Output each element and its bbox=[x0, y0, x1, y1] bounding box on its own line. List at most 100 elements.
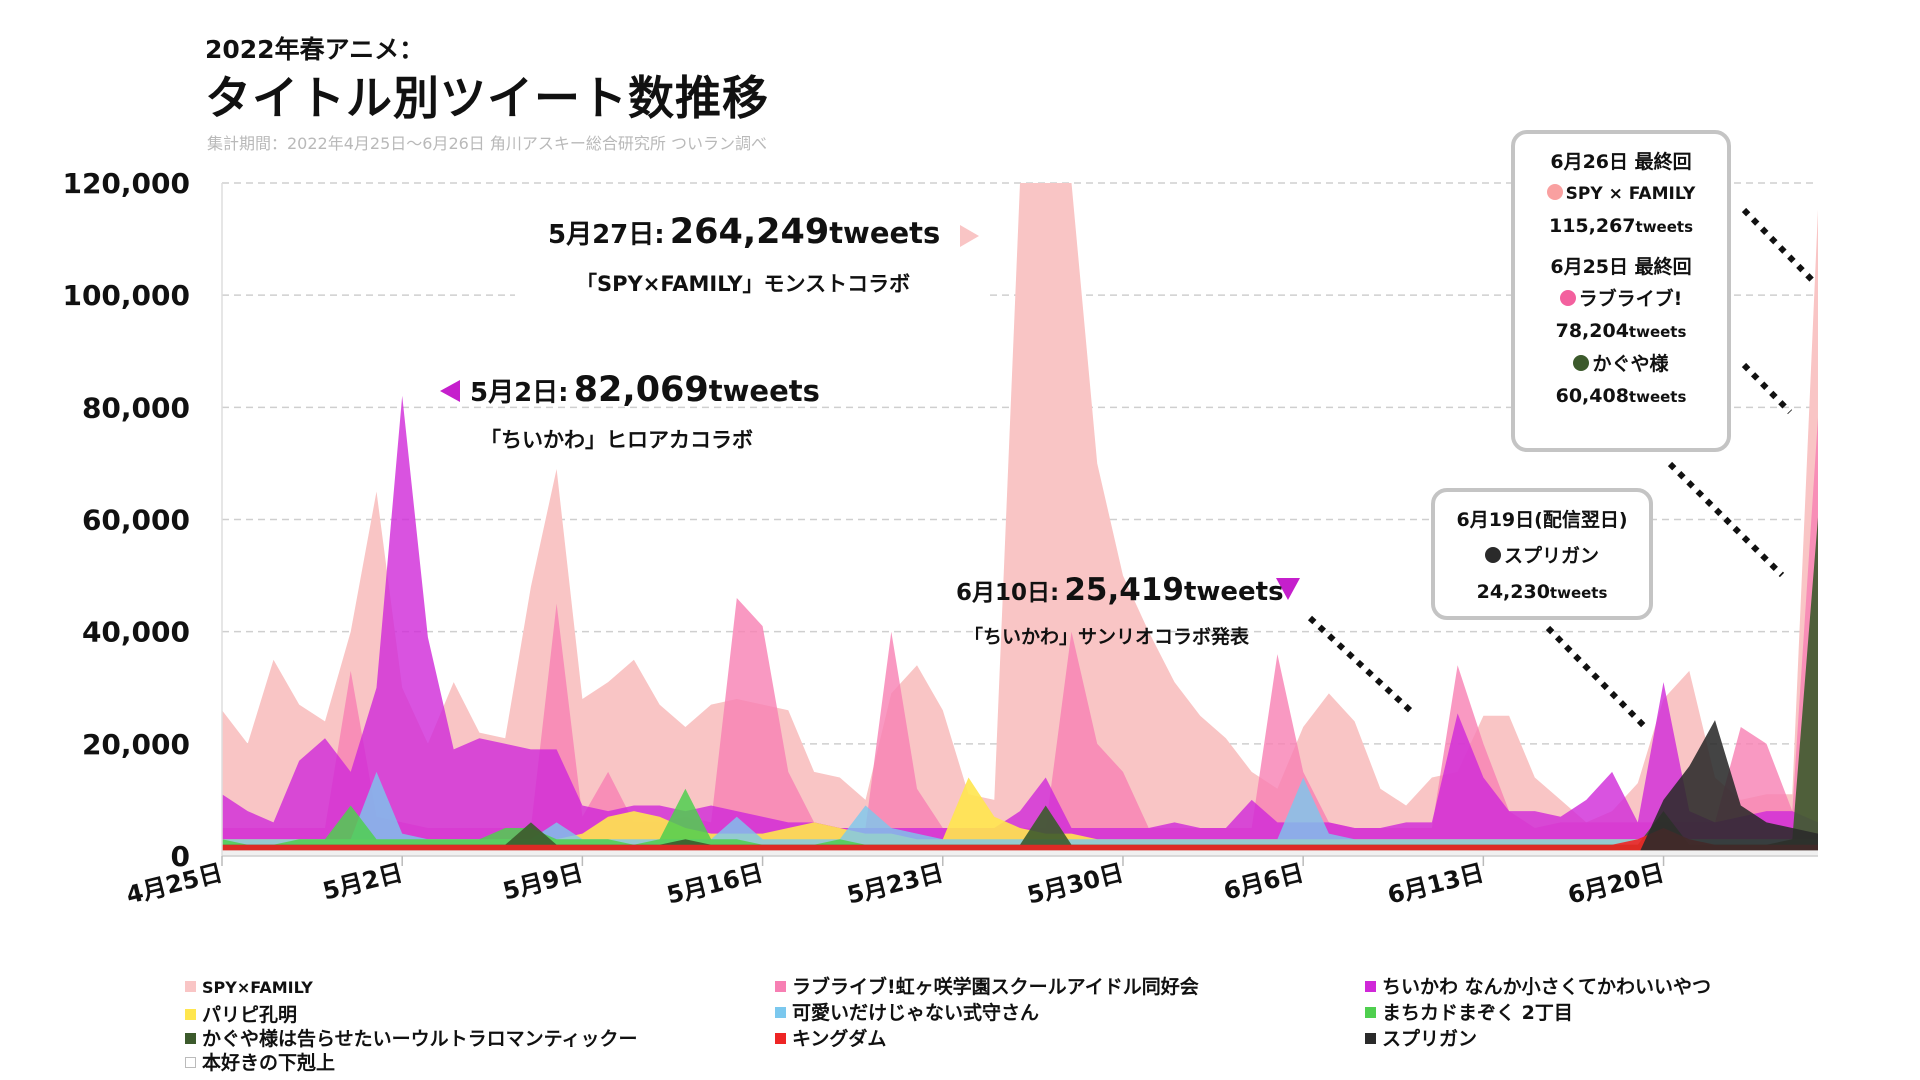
box-unit: tweets bbox=[1628, 388, 1687, 406]
spy-peak-arrow-icon bbox=[960, 225, 979, 247]
kaguya-dot-icon bbox=[1573, 355, 1590, 371]
chart-title: タイトル別ツイート数推移 bbox=[205, 71, 769, 125]
legend-swatch bbox=[185, 1057, 196, 1068]
spriggan-dot-icon bbox=[1484, 547, 1501, 563]
annotation-chiikawa-jun10: 6月10日: 25,419tweets bbox=[956, 572, 1284, 608]
legend-item-lovelive: ラブライブ!虹ヶ咲学園スクールアイドル同好会 bbox=[775, 972, 1199, 999]
leader-line-5 bbox=[1667, 461, 1785, 578]
chiikawa-jun10-arrow-icon bbox=[1276, 578, 1300, 600]
annotation-date: 6月10日: bbox=[956, 580, 1060, 606]
x-tick-label: 5月2日 bbox=[320, 859, 406, 906]
annotation-unit: tweets bbox=[1183, 577, 1284, 607]
spriggan-box: 6月19日(配信翌日) スプリガン 24,230tweets bbox=[1431, 488, 1653, 620]
box-number: 24,230 bbox=[1476, 581, 1550, 603]
annotation-date: 5月27日: bbox=[548, 220, 665, 250]
final-episode-box: 6月26日 最終回 SPY × FAMILY 115,267tweets 6月2… bbox=[1511, 130, 1731, 452]
y-tick-label: 100,000 bbox=[62, 279, 190, 312]
legend-item-machikado: まちカドまぞく 2丁目 bbox=[1365, 998, 1573, 1025]
legend-label: ちいかわ なんか小さくてかわいいやつ bbox=[1382, 976, 1712, 998]
chart-subtitle: 集計期間：2022年4月25日～6月26日 角川アスキー総合研究所 ついラン調べ bbox=[207, 134, 767, 153]
box-series-name: ラブライブ! bbox=[1578, 288, 1683, 310]
annotation-unit: tweets bbox=[829, 216, 941, 250]
series-area-spriggan bbox=[222, 720, 1818, 856]
series-area-spy bbox=[222, 183, 1818, 856]
box-heading: 6月19日(配信翌日) bbox=[1456, 509, 1628, 531]
legend-label: まちカドまぞく 2丁目 bbox=[1382, 1002, 1573, 1024]
x-tick-label: 5月30日 bbox=[1024, 859, 1126, 910]
legend-label: SPY×FAMILY bbox=[202, 978, 313, 997]
annotation-chiikawa-jun10-desc: 「ちいかわ」サンリオコラボ発表 bbox=[964, 626, 1250, 648]
box-heading: 6月26日 最終回 bbox=[1550, 151, 1692, 173]
box-number: 60,408 bbox=[1555, 385, 1629, 407]
x-tick-label: 5月16日 bbox=[664, 859, 766, 910]
leader-line-4 bbox=[1741, 362, 1793, 415]
series-area-paripi bbox=[222, 777, 1818, 856]
legend-item-kingdom: キングダム bbox=[775, 1024, 886, 1051]
box-unit: tweets bbox=[1635, 218, 1694, 236]
annotation-decorations bbox=[440, 207, 1815, 733]
legend-item-honzuki: 本好きの下剋上 bbox=[185, 1048, 335, 1075]
y-tick-label: 80,000 bbox=[82, 391, 190, 424]
legend-item-spriggan: スプリガン bbox=[1365, 1024, 1477, 1051]
legend-swatch bbox=[185, 981, 196, 992]
x-tick-label: 6月20日 bbox=[1565, 859, 1667, 910]
annotation-number: 264,249 bbox=[669, 212, 830, 252]
x-tick-label: 6月6日 bbox=[1221, 859, 1307, 906]
box-series-name: かぐや様 bbox=[1592, 353, 1669, 375]
legend-label: ラブライブ!虹ヶ咲学園スクールアイドル同好会 bbox=[792, 976, 1199, 998]
y-tick-label: 0 bbox=[171, 840, 190, 873]
legend-label: 本好きの下剋上 bbox=[202, 1052, 336, 1074]
x-tick-label: 5月9日 bbox=[500, 859, 586, 906]
annotation-chiikawa-peak: 5月2日: 82,069tweets bbox=[470, 370, 820, 410]
chiikawa-peak-arrow-icon bbox=[440, 380, 460, 402]
box-heading: 6月25日 最終回 bbox=[1550, 256, 1692, 278]
legend-label: キングダム bbox=[792, 1028, 887, 1050]
annotation-spy-peak: 5月27日: 264,249tweets bbox=[548, 212, 940, 252]
leader-line-3 bbox=[1741, 207, 1815, 283]
chart-kicker: 2022年春アニメ： bbox=[205, 35, 425, 64]
legend-item-kaguya: かぐや様は告らせたいーウルトラロマンティックー bbox=[185, 1024, 637, 1051]
legend-item-chiikawa: ちいかわ なんか小さくてかわいいやつ bbox=[1365, 972, 1711, 999]
x-tick-label: 6月13日 bbox=[1385, 859, 1487, 910]
series-areas bbox=[222, 183, 1818, 856]
legend-item-spy: SPY×FAMILY bbox=[185, 976, 313, 998]
leader-line-1 bbox=[1307, 615, 1415, 715]
series-area-honzuki bbox=[222, 850, 1818, 856]
lovelive-dot-icon bbox=[1559, 290, 1576, 306]
legend-swatch bbox=[775, 1007, 786, 1018]
legend-swatch bbox=[1365, 1033, 1376, 1044]
y-tick-label: 120,000 bbox=[62, 167, 190, 200]
y-tick-label: 60,000 bbox=[82, 504, 190, 537]
box-series-name: SPY × FAMILY bbox=[1565, 184, 1696, 204]
annotation-unit: tweets bbox=[708, 374, 820, 408]
annotation-number: 25,419 bbox=[1064, 572, 1184, 608]
annotation-chiikawa-desc: 「ちいかわ」ヒロアカコラボ bbox=[480, 428, 753, 452]
y-tick-label: 20,000 bbox=[82, 728, 190, 761]
box-number: 78,204 bbox=[1555, 320, 1629, 342]
box-number: 115,267 bbox=[1548, 215, 1636, 237]
annotation-date: 5月2日: bbox=[470, 378, 569, 408]
legend-swatch bbox=[1365, 1007, 1376, 1018]
box-unit: tweets bbox=[1549, 584, 1608, 602]
legend-label: かぐや様は告らせたいーウルトラロマンティックー bbox=[202, 1028, 638, 1050]
box-unit: tweets bbox=[1628, 323, 1687, 341]
annotation-number: 82,069 bbox=[573, 370, 709, 410]
gridline-mask bbox=[515, 286, 985, 306]
legend-swatch bbox=[185, 1009, 196, 1020]
legend-swatch bbox=[775, 1033, 786, 1044]
legend-swatch bbox=[185, 1033, 196, 1044]
y-tick-label: 40,000 bbox=[82, 616, 190, 649]
legend-label: パリピ孔明 bbox=[202, 1004, 298, 1026]
legend-swatch bbox=[1365, 981, 1376, 992]
legend-item-kawaii: 可愛いだけじゃない式守さん bbox=[775, 998, 1039, 1025]
legend-label: スプリガン bbox=[1382, 1028, 1478, 1050]
series-area-kingdom bbox=[222, 828, 1818, 856]
legend-item-paripi: パリピ孔明 bbox=[185, 1000, 297, 1027]
box-series-name: スプリガン bbox=[1503, 545, 1599, 567]
x-tick-label: 5月23日 bbox=[844, 859, 946, 910]
legend-label: 可愛いだけじゃない式守さん bbox=[792, 1002, 1040, 1024]
annotation-spy-desc: 「SPY×FAMILY」モンストコラボ bbox=[576, 272, 911, 296]
spy-dot-icon bbox=[1546, 184, 1563, 200]
legend-swatch bbox=[775, 981, 786, 992]
